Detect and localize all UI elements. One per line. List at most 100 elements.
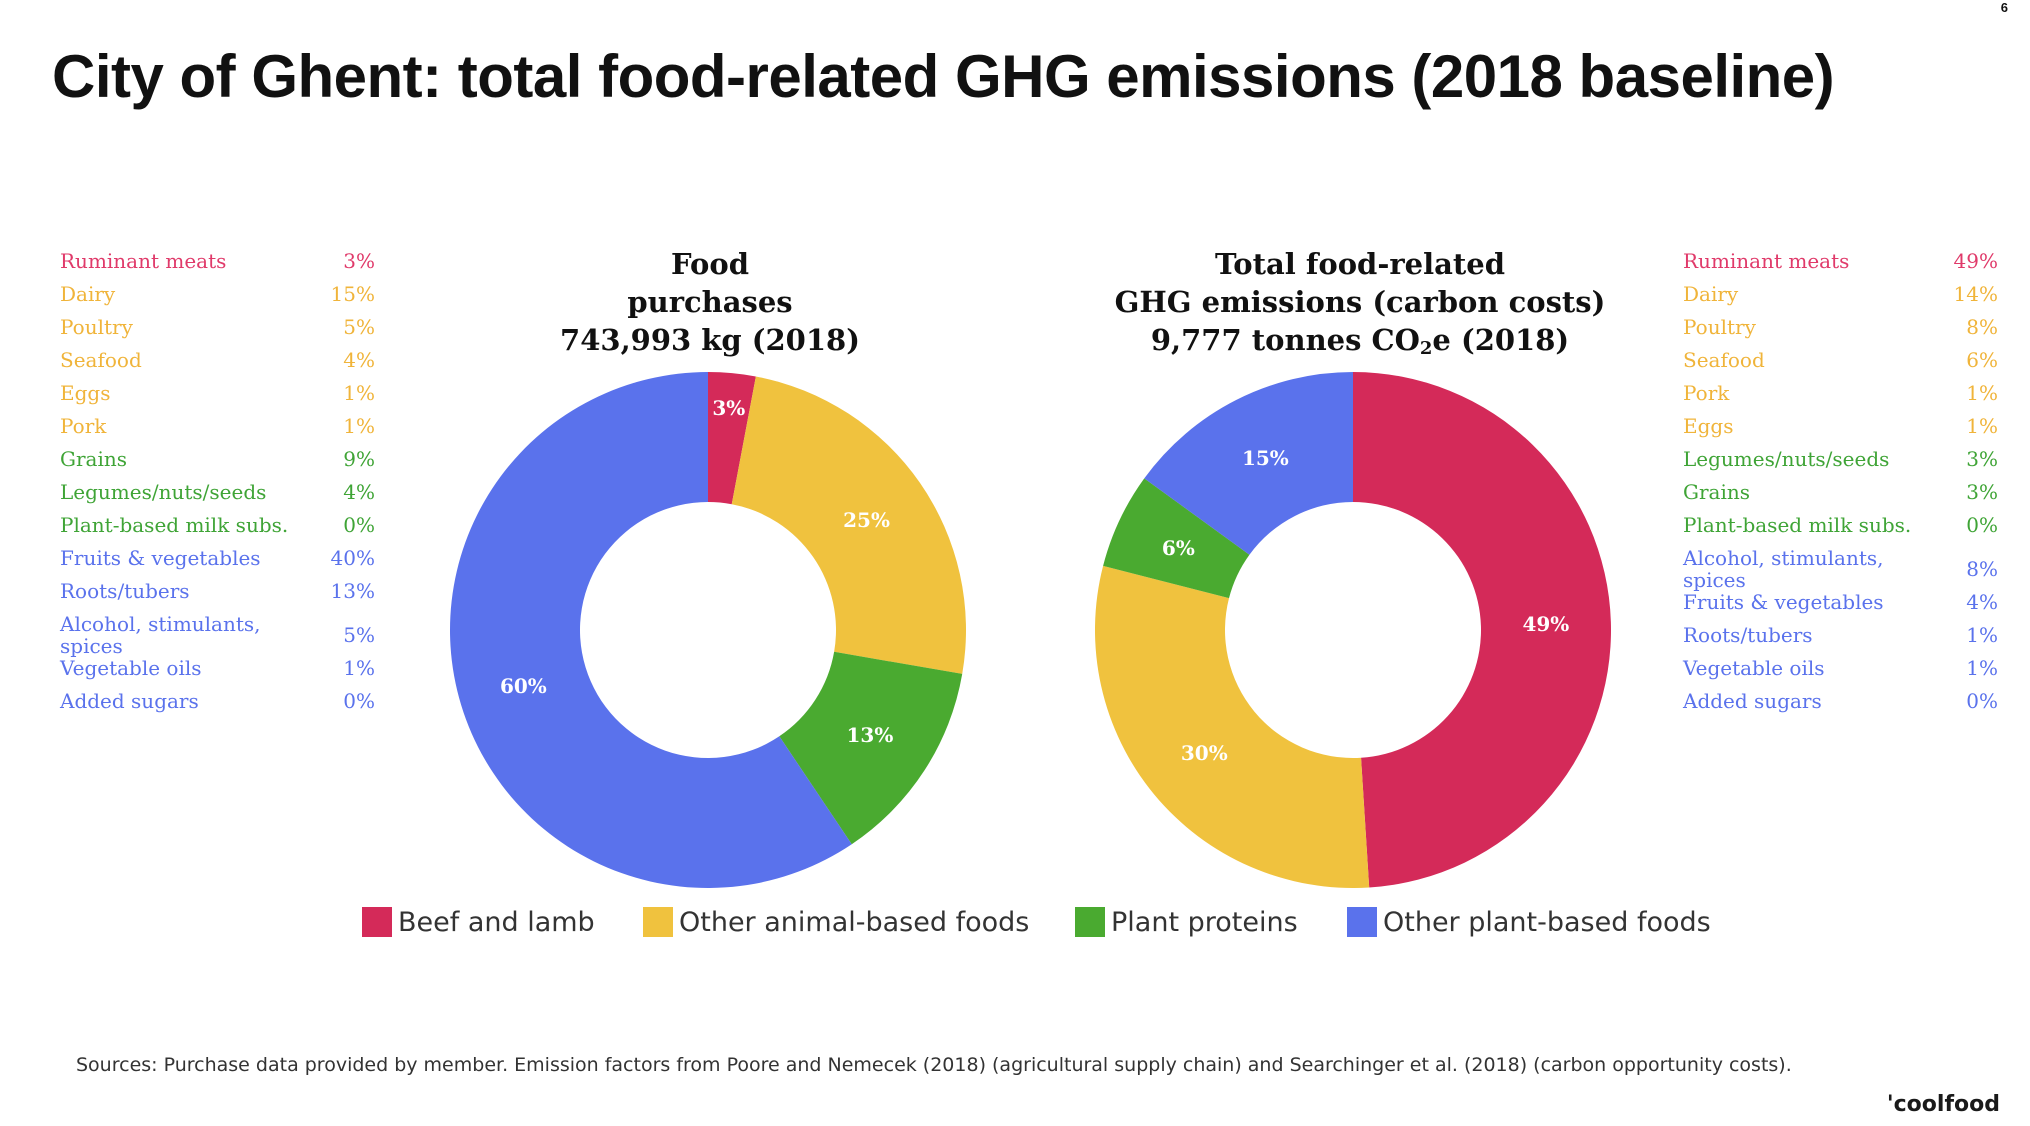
donut-chart-food-purchases: 3% 25% 13% 60%: [450, 372, 966, 888]
category-name: Added sugars: [60, 689, 199, 713]
coolfood-logo: 'coolfood: [1886, 1092, 2000, 1117]
donut-chart-ghg-emissions: 49% 30% 6% 15%: [1095, 372, 1612, 888]
chart-title-line: Total food-related: [1214, 247, 1506, 281]
category-percent: 5%: [343, 623, 375, 647]
category-percent: 40%: [330, 546, 375, 570]
donut-slice: [1144, 372, 1353, 555]
chart-title-text: 9,777 tonnes CO: [1150, 323, 1420, 357]
key-swatch: [643, 907, 673, 937]
category-percent: 14%: [1953, 282, 1998, 306]
category-name: Roots/tubers: [1683, 623, 1813, 647]
category-name: Eggs: [1683, 414, 1734, 438]
category-percent: 5%: [343, 315, 375, 339]
category-name: Grains: [60, 447, 128, 471]
category-name: Eggs: [60, 381, 111, 405]
donut-slice: [779, 651, 963, 845]
category-name: Legumes/nuts/seeds: [1683, 447, 1890, 471]
page-title: City of Ghent: total food-related GHG em…: [52, 43, 1835, 110]
category-name: Seafood: [60, 348, 142, 372]
chart-title-line: GHG emissions (carbon costs): [1114, 285, 1606, 319]
chart-title-ghg-emissions: Total food-related GHG emissions (carbon…: [1080, 245, 1640, 368]
donut-slice: [1353, 372, 1612, 888]
category-percent: 8%: [1966, 315, 1998, 339]
category-percent: 1%: [343, 381, 375, 405]
category-name: Alcohol, stimulants, spices: [1683, 546, 1884, 592]
donut-slice: [708, 372, 756, 505]
category-name: Pork: [1683, 381, 1730, 405]
category-percent: 8%: [1966, 557, 1998, 581]
category-percent: 0%: [1966, 689, 1998, 713]
category-percent: 1%: [1966, 381, 1998, 405]
category-percent: 4%: [343, 348, 375, 372]
category-name: Plant-based milk subs.: [60, 513, 289, 537]
category-percent: 3%: [1966, 447, 1998, 471]
key-other-animal: Other animal-based foods: [643, 905, 1029, 939]
category-percent: 0%: [343, 689, 375, 713]
category-name: Legumes/nuts/seeds: [60, 480, 267, 504]
category-name: Fruits & vegetables: [1683, 590, 1884, 614]
category-percent: 6%: [1966, 348, 1998, 372]
category-name: Vegetable oils: [1683, 656, 1825, 680]
category-name: Seafood: [1683, 348, 1765, 372]
category-name: Roots/tubers: [60, 579, 190, 603]
key-label: Other animal-based foods: [679, 906, 1030, 938]
slice-label: 15%: [1242, 446, 1289, 470]
category-name: Ruminant meats: [60, 249, 227, 273]
slice-label: 6%: [1162, 536, 1195, 560]
key-swatch: [362, 907, 392, 937]
category-percent: 3%: [1966, 480, 1998, 504]
donut-slice: [731, 376, 966, 674]
category-name: Pork: [60, 414, 107, 438]
category-name: Ruminant meats: [1683, 249, 1850, 273]
category-percent: 1%: [343, 414, 375, 438]
key-other-plant: Other plant-based foods: [1347, 905, 1711, 939]
category-percent: 9%: [343, 447, 375, 471]
category-percent: 3%: [343, 249, 375, 273]
category-percent: 1%: [1966, 656, 1998, 680]
category-percent: 0%: [1966, 513, 1998, 537]
category-name: Added sugars: [1683, 689, 1822, 713]
page-number: 6: [2000, 0, 2008, 15]
category-name: Poultry: [1683, 315, 1756, 339]
slice-label: 60%: [500, 674, 547, 698]
key-plant-proteins: Plant proteins: [1075, 905, 1298, 939]
chart-title-line: 9,777 tonnes CO2e (2018): [1080, 321, 1640, 368]
category-name: Poultry: [60, 315, 133, 339]
chart-title-line: Food: [671, 247, 749, 281]
category-name: Dairy: [1683, 282, 1739, 306]
key-label: Plant proteins: [1111, 906, 1298, 938]
donut-slice: [1103, 478, 1250, 599]
slice-label: 25%: [843, 508, 890, 532]
category-percent: 13%: [330, 579, 375, 603]
key-beef-lamb: Beef and lamb: [362, 905, 595, 939]
category-percent: 49%: [1953, 249, 1998, 273]
donut-slice: [450, 372, 852, 888]
chart-title-line: 743,993 kg (2018): [560, 323, 860, 357]
slice-label: 3%: [712, 396, 745, 420]
chart-title-text: e (2018): [1432, 323, 1570, 357]
category-name: Grains: [1683, 480, 1751, 504]
key-swatch: [1347, 907, 1377, 937]
category-percent: 0%: [343, 513, 375, 537]
category-percent: 4%: [343, 480, 375, 504]
slice-label: 30%: [1181, 741, 1228, 765]
category-name: Plant-based milk subs.: [1683, 513, 1912, 537]
category-percent: 1%: [343, 656, 375, 680]
category-name: Dairy: [60, 282, 116, 306]
slice-label: 13%: [846, 723, 893, 747]
category-percent: 15%: [330, 282, 375, 306]
chart-title-line: purchases: [627, 285, 793, 319]
subscript: 2: [1419, 338, 1433, 359]
category-percent: 1%: [1966, 623, 1998, 647]
category-name: Fruits & vegetables: [60, 546, 261, 570]
category-name: Alcohol, stimulants, spices: [60, 612, 261, 658]
slice-label: 49%: [1522, 612, 1569, 636]
donut-slice: [1095, 565, 1370, 888]
category-percent: 4%: [1966, 590, 1998, 614]
chart-title-food-purchases: Food purchases 743,993 kg (2018): [520, 245, 900, 359]
sources-note: Sources: Purchase data provided by membe…: [76, 1054, 1792, 1076]
key-label: Other plant-based foods: [1383, 906, 1711, 938]
category-name: Vegetable oils: [60, 656, 202, 680]
key-swatch: [1075, 907, 1105, 937]
category-percent: 1%: [1966, 414, 1998, 438]
